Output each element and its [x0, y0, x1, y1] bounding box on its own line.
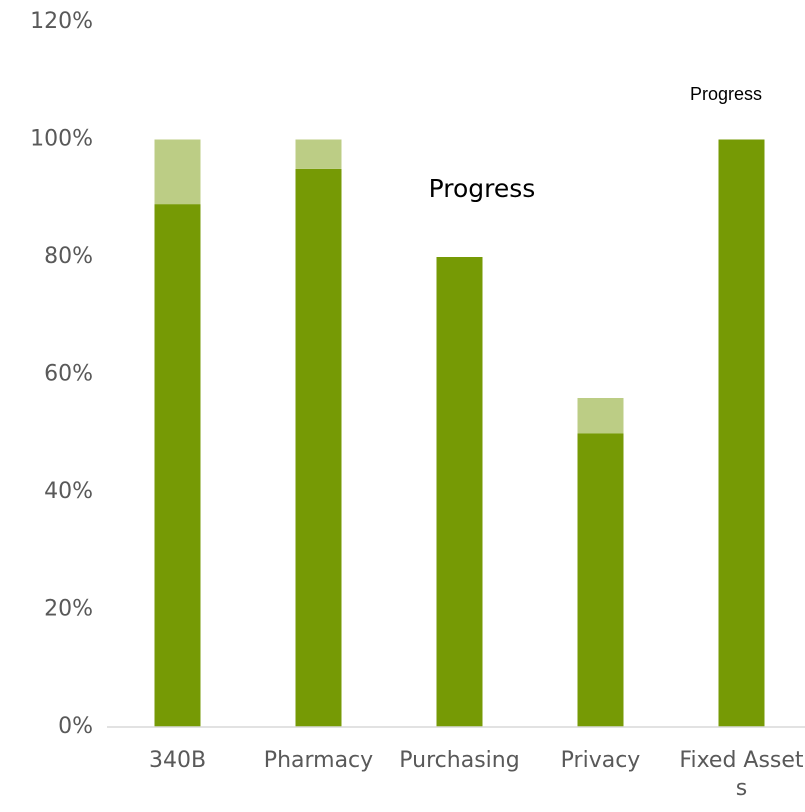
- annotation: Progress: [429, 174, 536, 203]
- y-tick-label: 40%: [44, 479, 93, 504]
- y-tick-label: 120%: [30, 9, 93, 34]
- bar-segment: [295, 168, 342, 727]
- y-tick-label: 20%: [44, 597, 93, 622]
- x-tick-label: Fixed Assets: [679, 748, 804, 801]
- y-tick-label: 0%: [58, 714, 93, 739]
- bar-segment: [577, 398, 624, 434]
- bar-segment: [154, 204, 201, 727]
- bar-segment: [295, 139, 342, 169]
- bar-segment: [436, 257, 483, 727]
- bar-segment: [577, 433, 624, 727]
- bar-segment: [154, 139, 201, 205]
- x-tick-label: Privacy: [560, 748, 641, 773]
- y-tick-label: 100%: [30, 127, 93, 152]
- x-tick-label: Purchasing: [399, 748, 520, 773]
- y-tick-label: 80%: [44, 244, 93, 269]
- x-tick-label: 340B: [148, 748, 207, 773]
- x-tick-label: Pharmacy: [263, 748, 374, 773]
- y-tick-label: 60%: [44, 362, 93, 387]
- bar-segment: [718, 139, 765, 727]
- annotation: Progress: [690, 84, 762, 104]
